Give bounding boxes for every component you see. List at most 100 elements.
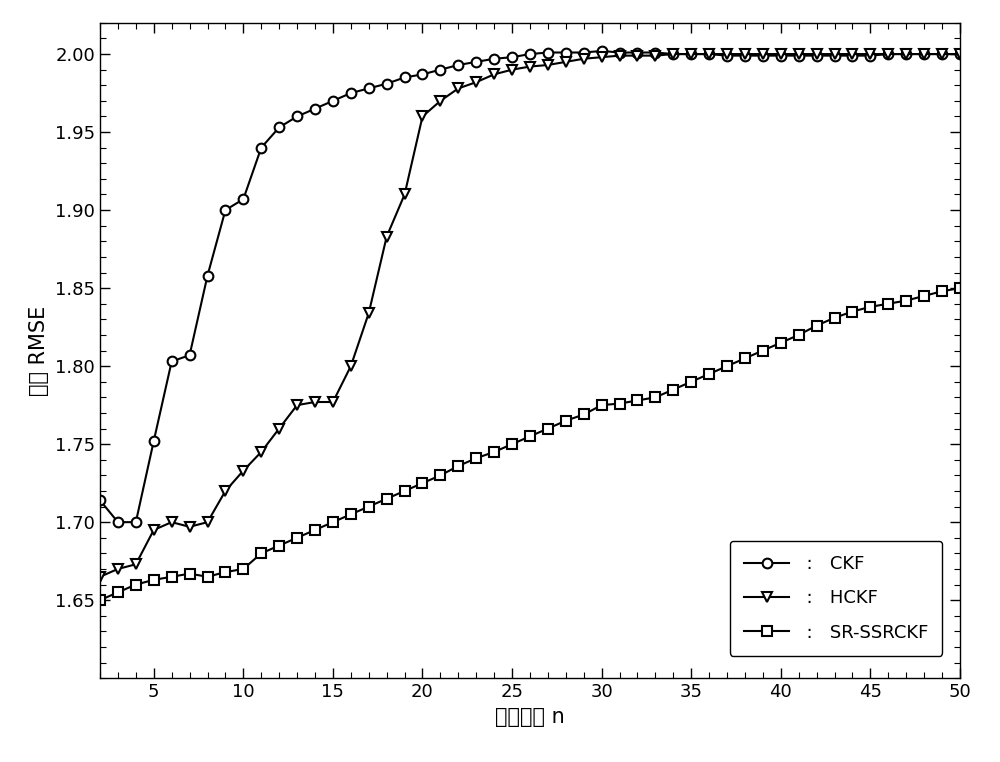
HCKF [524, 62, 536, 71]
SR-SSRCKF [416, 479, 428, 488]
HCKF [542, 60, 554, 69]
HCKF [506, 65, 518, 74]
HCKF [309, 398, 321, 407]
CKF [488, 54, 500, 63]
SR-SSRCKF [864, 303, 876, 312]
HCKF [363, 309, 375, 318]
HCKF [596, 53, 608, 62]
HCKF [184, 522, 196, 531]
SR-SSRCKF [846, 307, 858, 316]
CKF [936, 50, 948, 59]
CKF [667, 50, 679, 59]
HCKF [578, 54, 590, 63]
HCKF [452, 84, 464, 93]
HCKF [130, 560, 142, 569]
SR-SSRCKF [488, 447, 500, 456]
SR-SSRCKF [345, 510, 357, 519]
CKF [811, 51, 823, 60]
HCKF [434, 96, 446, 105]
SR-SSRCKF [721, 361, 733, 370]
SR-SSRCKF [202, 572, 214, 581]
SR-SSRCKF [506, 440, 518, 449]
HCKF [936, 50, 948, 59]
SR-SSRCKF [900, 296, 912, 305]
CKF [184, 351, 196, 360]
CKF [882, 50, 894, 59]
CKF [649, 48, 661, 57]
CKF [148, 437, 160, 446]
HCKF [757, 50, 769, 59]
CKF [524, 50, 536, 59]
CKF [542, 48, 554, 57]
Line: SR-SSRCKF: SR-SSRCKF [95, 283, 965, 605]
SR-SSRCKF [954, 283, 966, 293]
CKF [309, 104, 321, 114]
SR-SSRCKF [327, 517, 339, 527]
CKF [470, 57, 482, 66]
CKF [291, 112, 303, 121]
SR-SSRCKF [703, 370, 715, 379]
HCKF [793, 50, 805, 59]
CKF [345, 88, 357, 98]
CKF [703, 50, 715, 59]
CKF [452, 60, 464, 69]
SR-SSRCKF [667, 385, 679, 394]
SR-SSRCKF [739, 354, 751, 363]
CKF [219, 206, 231, 215]
CKF [596, 46, 608, 56]
HCKF [470, 78, 482, 87]
SR-SSRCKF [112, 588, 124, 597]
CKF [255, 143, 267, 152]
SR-SSRCKF [524, 432, 536, 441]
HCKF [94, 572, 106, 581]
CKF [614, 48, 626, 57]
HCKF [273, 424, 285, 433]
HCKF [829, 50, 841, 59]
SR-SSRCKF [793, 331, 805, 340]
CKF [416, 70, 428, 79]
CKF [685, 50, 697, 59]
CKF [721, 51, 733, 60]
CKF [900, 50, 912, 59]
SR-SSRCKF [291, 533, 303, 543]
CKF [327, 96, 339, 105]
CKF [399, 73, 411, 82]
SR-SSRCKF [237, 565, 249, 574]
SR-SSRCKF [94, 596, 106, 605]
SR-SSRCKF [775, 338, 787, 347]
HCKF [918, 50, 930, 59]
HCKF [703, 50, 715, 59]
SR-SSRCKF [542, 424, 554, 433]
SR-SSRCKF [434, 471, 446, 480]
HCKF [900, 50, 912, 59]
SR-SSRCKF [399, 486, 411, 495]
HCKF [399, 190, 411, 199]
SR-SSRCKF [560, 416, 572, 425]
CKF [363, 84, 375, 93]
SR-SSRCKF [148, 575, 160, 584]
HCKF [721, 50, 733, 59]
CKF [506, 53, 518, 62]
SR-SSRCKF [614, 399, 626, 408]
HCKF [739, 50, 751, 59]
HCKF [560, 57, 572, 66]
HCKF [649, 51, 661, 60]
CKF [954, 50, 966, 59]
CKF [434, 65, 446, 74]
CKF [775, 51, 787, 60]
HCKF [631, 51, 643, 60]
HCKF [811, 50, 823, 59]
CKF [631, 48, 643, 57]
HCKF [202, 517, 214, 527]
CKF [166, 357, 178, 366]
X-axis label: 系统维度 n: 系统维度 n [495, 706, 565, 727]
Line: CKF: CKF [95, 46, 965, 527]
HCKF [327, 398, 339, 407]
SR-SSRCKF [685, 377, 697, 386]
CKF [273, 123, 285, 132]
HCKF [775, 50, 787, 59]
SR-SSRCKF [596, 401, 608, 410]
CKF [94, 496, 106, 505]
HCKF [954, 50, 966, 59]
HCKF [255, 447, 267, 456]
